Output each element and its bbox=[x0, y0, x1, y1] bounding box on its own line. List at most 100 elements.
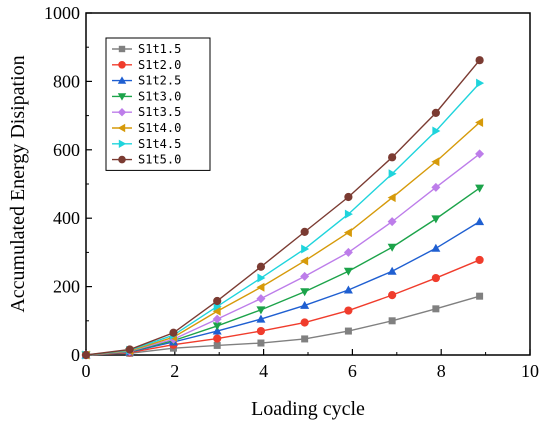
legend-label: S1t1.5 bbox=[138, 42, 181, 56]
x-tick-label: 10 bbox=[521, 361, 539, 381]
data-point bbox=[475, 184, 485, 193]
data-point bbox=[388, 317, 396, 325]
legend-label: S1t4.5 bbox=[138, 137, 181, 151]
y-tick-label: 600 bbox=[53, 140, 80, 160]
data-point bbox=[344, 306, 353, 315]
data-point bbox=[300, 288, 310, 297]
data-point bbox=[431, 182, 441, 192]
data-point bbox=[431, 157, 440, 167]
data-point bbox=[475, 217, 485, 226]
data-point bbox=[388, 291, 397, 300]
y-tick-label: 800 bbox=[53, 71, 80, 91]
data-point bbox=[301, 335, 309, 343]
series-line bbox=[85, 59, 481, 356]
data-point bbox=[344, 192, 353, 202]
x-tick-label: 2 bbox=[170, 361, 179, 381]
y-tick-label: 1000 bbox=[44, 3, 80, 23]
data-point bbox=[432, 305, 440, 313]
data-point bbox=[256, 282, 265, 292]
data-point bbox=[118, 45, 126, 53]
data-point bbox=[300, 227, 309, 236]
data-point bbox=[117, 76, 127, 84]
series-line bbox=[85, 187, 481, 356]
data-point bbox=[476, 78, 485, 88]
data-point bbox=[301, 244, 310, 254]
series-layer bbox=[81, 56, 485, 360]
series-line bbox=[85, 82, 481, 356]
data-point bbox=[256, 314, 266, 323]
data-point bbox=[212, 314, 222, 324]
y-tick-label: 400 bbox=[53, 208, 80, 228]
legend-label: S1t3.5 bbox=[138, 105, 181, 119]
series-line bbox=[85, 121, 481, 356]
data-point bbox=[117, 93, 127, 101]
data-point bbox=[300, 256, 309, 266]
x-tick-label: 0 bbox=[82, 361, 91, 381]
data-point bbox=[213, 296, 222, 306]
x-tick-label: 6 bbox=[348, 361, 357, 381]
y-tick-label: 0 bbox=[71, 345, 80, 365]
data-point bbox=[300, 271, 310, 281]
data-point bbox=[387, 243, 397, 252]
data-point bbox=[344, 209, 353, 219]
data-point bbox=[343, 285, 353, 294]
data-point bbox=[387, 193, 396, 203]
data-point bbox=[431, 215, 441, 224]
series-S1t5.0 bbox=[81, 56, 484, 360]
y-axis-title: Accumulated Energy Disipation bbox=[7, 55, 29, 312]
data-point bbox=[256, 294, 266, 304]
data-point bbox=[343, 247, 353, 257]
data-point bbox=[213, 341, 221, 349]
data-point bbox=[387, 217, 397, 227]
y-tick-label: 200 bbox=[53, 277, 80, 297]
data-point bbox=[300, 300, 310, 309]
data-point bbox=[212, 322, 222, 331]
data-point bbox=[81, 350, 91, 360]
data-point bbox=[475, 149, 485, 159]
series-S1t3.0 bbox=[81, 184, 485, 360]
data-point bbox=[432, 126, 441, 136]
series-line bbox=[85, 153, 481, 356]
data-point bbox=[256, 262, 266, 271]
data-point bbox=[117, 123, 126, 133]
data-point bbox=[344, 327, 352, 335]
legend-label: S1t2.5 bbox=[138, 74, 181, 88]
data-point bbox=[256, 326, 266, 336]
series-line bbox=[85, 295, 480, 356]
plot-axes: 0 2 4 6 8 10 0 200 400 600 800 1000 bbox=[44, 3, 539, 381]
x-tick-label: 4 bbox=[259, 361, 268, 381]
data-point bbox=[117, 108, 127, 117]
data-point bbox=[300, 318, 309, 327]
data-point bbox=[125, 345, 134, 354]
data-point bbox=[213, 334, 222, 343]
data-point bbox=[118, 155, 126, 164]
data-point bbox=[256, 306, 266, 315]
data-point bbox=[431, 243, 441, 252]
data-point bbox=[387, 266, 397, 275]
data-point bbox=[169, 328, 178, 337]
data-point bbox=[431, 273, 440, 283]
legend-label: S1t3.0 bbox=[138, 89, 181, 103]
legend-label: S1t4.0 bbox=[138, 121, 181, 135]
data-point bbox=[118, 61, 126, 69]
data-point bbox=[388, 153, 397, 162]
x-tick-label: 8 bbox=[437, 361, 446, 381]
data-point bbox=[343, 267, 353, 276]
data-point bbox=[343, 228, 352, 238]
legend-label: S1t2.0 bbox=[138, 58, 181, 72]
data-point bbox=[475, 56, 484, 65]
data-point bbox=[212, 326, 222, 335]
legend-box bbox=[105, 37, 211, 171]
x-axis-title: Loading cycle bbox=[251, 398, 365, 420]
data-point bbox=[388, 169, 397, 179]
data-point bbox=[431, 108, 440, 117]
series-line bbox=[85, 221, 480, 356]
data-point bbox=[475, 255, 484, 265]
data-point bbox=[118, 139, 127, 148]
data-point bbox=[212, 306, 221, 316]
data-point bbox=[475, 117, 484, 127]
series-S1t2.0 bbox=[81, 255, 484, 360]
series-line bbox=[85, 259, 480, 356]
